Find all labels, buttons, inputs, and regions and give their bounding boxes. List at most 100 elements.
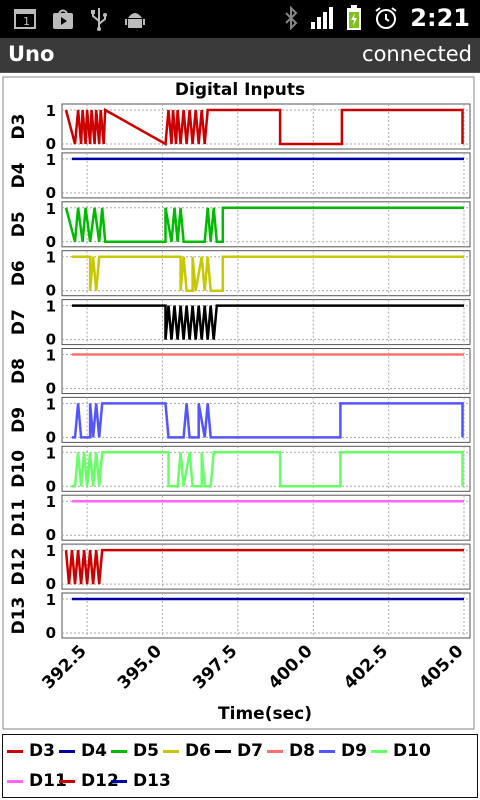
battery-charging-icon: [347, 5, 362, 30]
legend-swatch: [59, 749, 75, 753]
legend-item-d4: D4: [59, 741, 107, 761]
panel-frame-d9: [61, 396, 471, 443]
legend-label: D7: [237, 741, 263, 761]
series-line-d6: [72, 255, 464, 292]
series-label-d11: D11: [9, 499, 29, 537]
legend-item-d12: D12: [59, 771, 119, 791]
legend-swatch: [111, 779, 127, 783]
panel-frame-d3: [61, 103, 471, 150]
series-label-d13: D13: [9, 597, 29, 635]
svg-text:1: 1: [23, 15, 30, 28]
legend-label: D6: [185, 741, 211, 761]
y-tick-label: 1: [46, 102, 56, 120]
y-tick-label: 0: [46, 331, 56, 349]
y-tick-label: 1: [46, 542, 56, 560]
legend-label: D3: [29, 741, 55, 761]
app-title-bar: Uno connected: [0, 38, 480, 73]
series-label-d3: D3: [9, 114, 29, 140]
chart-area: Digital Inputs 1 0 D3 1 0 D4 1 0 D5 1 0 D6 1 0 D7 1 0 D8 1 0…: [0, 73, 480, 800]
legend-item-d5: D5: [111, 741, 159, 761]
legend-label: D10: [393, 741, 431, 761]
series-label-d6: D6: [9, 260, 29, 286]
legend-swatch: [319, 749, 335, 753]
legend-item-d3: D3: [7, 741, 55, 761]
status-clock: 2:21: [410, 4, 470, 32]
legend-label: D8: [289, 741, 315, 761]
connection-status: connected: [362, 42, 472, 66]
y-tick-label: 0: [46, 526, 56, 544]
series-label-d10: D10: [9, 450, 29, 488]
legend-swatch: [267, 749, 283, 753]
alarm-icon: [375, 7, 397, 29]
y-tick-label: 1: [46, 151, 56, 169]
legend-label: D12: [81, 771, 119, 791]
panel-frame-d4: [61, 152, 471, 199]
series-label-d8: D8: [9, 358, 29, 384]
app-title: Uno: [8, 42, 55, 66]
y-tick-label: 0: [46, 135, 56, 153]
y-tick-label: 1: [46, 249, 56, 267]
y-tick-label: 1: [46, 200, 56, 218]
legend-label: D11: [29, 771, 67, 791]
series-line-d5: [64, 206, 464, 244]
y-tick-label: 0: [46, 282, 56, 300]
y-tick-label: 1: [46, 444, 56, 462]
legend-label: D5: [133, 741, 159, 761]
legend-item-d11: D11: [7, 771, 67, 791]
panel-frame-d5: [61, 201, 471, 248]
legend-swatch: [163, 749, 179, 753]
series-label-d9: D9: [9, 407, 29, 433]
y-tick-label: 0: [46, 380, 56, 398]
legend-swatch: [59, 779, 75, 783]
panel-frame-d10: [61, 445, 471, 492]
series-line-d3: [64, 107, 464, 147]
play-store-icon: [53, 9, 73, 29]
android-debug-icon: [125, 13, 145, 28]
legend-swatch: [7, 749, 23, 753]
panel-frame-d7: [61, 299, 471, 346]
panel-frame-d8: [61, 348, 471, 394]
y-tick-label: 0: [46, 184, 56, 202]
legend-swatch: [215, 749, 231, 753]
status-icons-right: 2:21: [284, 4, 470, 32]
legend-swatch: [371, 749, 387, 753]
chart-title: Digital Inputs: [175, 80, 305, 100]
panel-frame-d12: [61, 543, 471, 590]
digital-inputs-chart: Digital Inputs10D310D410D510D610D710D810…: [2, 76, 475, 730]
series-line-d7: [72, 304, 464, 340]
y-tick-label: 1: [46, 298, 56, 316]
y-tick-label: 1: [46, 591, 56, 609]
legend-label: D13: [133, 771, 171, 791]
y-tick-label: 0: [46, 477, 56, 495]
legend-swatch: [7, 779, 23, 783]
y-tick-label: 0: [46, 575, 56, 593]
series-line-d10: [72, 451, 464, 488]
legend-item-d7: D7: [215, 741, 263, 761]
notification-icon: 1: [14, 9, 36, 29]
y-tick-label: 0: [46, 624, 56, 642]
legend-item-d10: D10: [371, 741, 431, 761]
bluetooth-icon: [285, 6, 298, 30]
legend-label: D4: [81, 741, 107, 761]
usb-icon: [91, 8, 107, 31]
y-tick-label: 1: [46, 493, 56, 511]
legend-item-d9: D9: [319, 741, 367, 761]
series-label-d12: D12: [9, 548, 29, 586]
y-tick-label: 1: [46, 395, 56, 413]
chart-legend: D3 D4 D5 D6 D7 D8 D9 D10 D11 D12 D13: [0, 733, 480, 800]
legend-box: D3 D4 D5 D6 D7 D8 D9 D10 D11 D12 D13: [2, 734, 478, 798]
legend-label: D9: [341, 741, 367, 761]
status-bar: 1 2:21: [0, 0, 480, 38]
y-tick-label: 0: [46, 233, 56, 251]
panel-frame-d11: [61, 494, 471, 541]
panel-frame-d6: [61, 250, 471, 297]
legend-swatch: [111, 749, 127, 753]
series-label-d4: D4: [9, 162, 29, 188]
y-tick-label: 1: [46, 347, 56, 365]
series-line-d9: [72, 402, 464, 439]
panel-frame-d13: [61, 592, 471, 639]
series-label-d7: D7: [9, 309, 29, 335]
signal-icon: [311, 7, 334, 29]
series-line-d12: [64, 548, 464, 585]
y-tick-label: 0: [46, 428, 56, 446]
